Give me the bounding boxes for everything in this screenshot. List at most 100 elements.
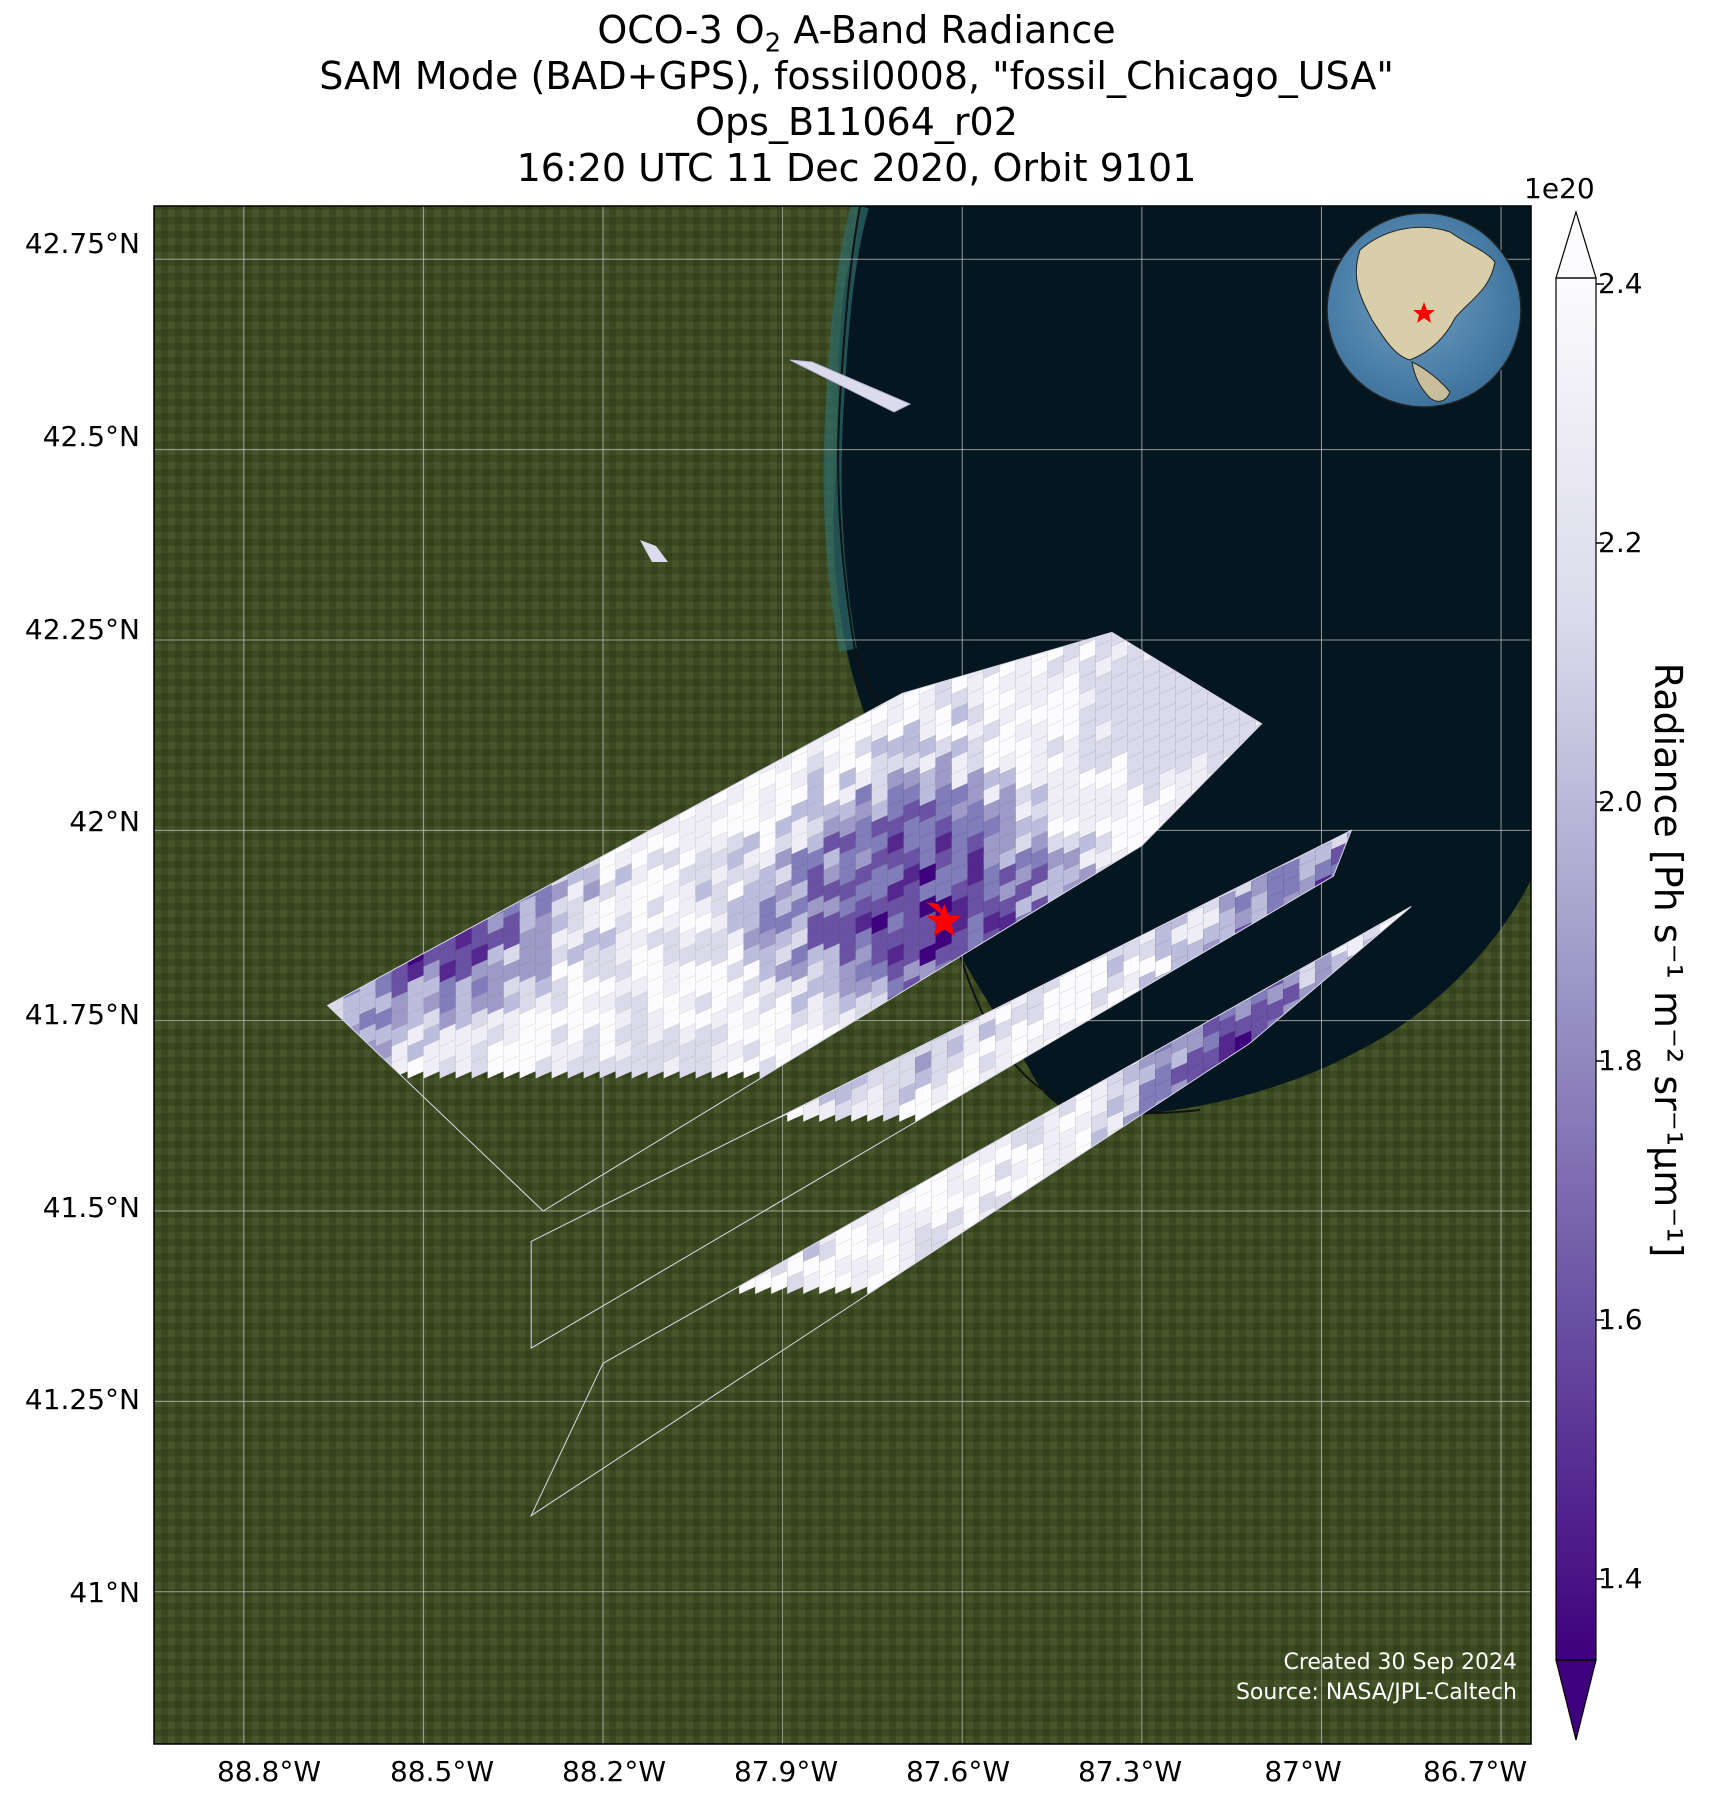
radiance-cell	[1127, 703, 1144, 727]
radiance-cell	[775, 895, 792, 919]
radiance-cell	[759, 879, 776, 903]
radiance-cell	[775, 991, 792, 1015]
radiance-cell	[1191, 751, 1208, 775]
radiance-cell	[599, 943, 616, 967]
radiance-cell	[935, 751, 952, 775]
radiance-cell	[663, 959, 680, 983]
radiance-cell	[1143, 687, 1160, 711]
radiance-cell	[871, 943, 888, 967]
radiance-cell	[887, 703, 904, 727]
radiance-cell	[487, 991, 504, 1015]
radiance-cell	[983, 767, 1000, 791]
radiance-cell	[951, 687, 968, 711]
radiance-cell	[1015, 783, 1032, 807]
radiance-cell	[871, 751, 888, 775]
radiance-cell	[1047, 815, 1064, 839]
radiance-cell	[1111, 735, 1128, 759]
radiance-cell	[1095, 735, 1112, 759]
radiance-cell	[1123, 938, 1140, 962]
radiance-cell	[1159, 767, 1176, 791]
radiance-cell	[695, 895, 712, 919]
radiance-cell	[455, 991, 472, 1015]
radiance-cell	[743, 1039, 760, 1063]
radiance-cell	[967, 847, 984, 871]
radiance-cell	[1143, 719, 1160, 743]
radiance-cell	[439, 991, 456, 1015]
radiance-cell	[871, 959, 888, 983]
radiance-cell	[1095, 639, 1112, 663]
radiance-cell	[1047, 751, 1064, 775]
radiance-cell	[983, 751, 1000, 775]
radiance-cell	[935, 767, 952, 791]
radiance-cell	[807, 751, 824, 775]
radiance-cell	[583, 1055, 600, 1079]
radiance-cell	[931, 1034, 948, 1058]
radiance-cell	[567, 1055, 584, 1079]
radiance-cell	[1143, 703, 1160, 727]
radiance-cell	[983, 863, 1000, 887]
radiance-cell	[535, 943, 552, 967]
radiance-cell	[935, 783, 952, 807]
radiance-cell	[359, 991, 376, 1015]
radiance-cell	[711, 943, 728, 967]
radiance-cell	[1015, 751, 1032, 775]
radiance-cell	[855, 895, 872, 919]
radiance-cell	[947, 1050, 964, 1074]
radiance-cell	[1047, 767, 1064, 791]
radiance-cell	[951, 783, 968, 807]
radiance-cell	[727, 863, 744, 887]
radiance-cell	[407, 1055, 424, 1079]
radiance-cell	[1207, 735, 1224, 759]
title-line-3: Ops_B11064_r02	[695, 100, 1018, 144]
radiance-cell	[983, 911, 1000, 935]
radiance-cell	[919, 799, 936, 823]
radiance-cell	[963, 1018, 980, 1042]
radiance-cell	[455, 1055, 472, 1079]
radiance-cell	[1251, 874, 1268, 898]
radiance-cell	[535, 911, 552, 935]
radiance-cell	[775, 767, 792, 791]
radiance-cell	[679, 991, 696, 1015]
radiance-cell	[1031, 703, 1048, 727]
radiance-cell	[1063, 831, 1080, 855]
radiance-cell	[935, 943, 952, 967]
radiance-cell	[935, 815, 952, 839]
radiance-cell	[663, 879, 680, 903]
radiance-cell	[487, 1055, 504, 1079]
radiance-cell	[599, 1007, 616, 1031]
radiance-cell	[855, 735, 872, 759]
radiance-cell	[599, 927, 616, 951]
radiance-cell	[727, 1023, 744, 1047]
radiance-cell	[791, 847, 808, 871]
radiance-cell	[551, 1007, 568, 1031]
radiance-cell	[903, 895, 920, 919]
radiance-cell	[791, 1023, 808, 1047]
radiance-cell	[631, 959, 648, 983]
radiance-cell	[615, 1055, 632, 1079]
radiance-cell	[983, 687, 1000, 711]
radiance-cell	[855, 863, 872, 887]
radiance-cell	[1107, 954, 1124, 978]
radiance-cell	[423, 1023, 440, 1047]
radiance-cell	[903, 687, 920, 711]
radiance-cell	[455, 1023, 472, 1047]
radiance-cell	[647, 1023, 664, 1047]
radiance-cell	[343, 991, 360, 1015]
radiance-cell	[519, 975, 536, 999]
radiance-cell	[839, 911, 856, 935]
radiance-cell	[599, 1055, 616, 1079]
radiance-cell	[983, 895, 1000, 919]
radiance-cell	[743, 911, 760, 935]
radiance-cell	[711, 1055, 728, 1079]
radiance-cell	[915, 1050, 932, 1074]
radiance-cell	[823, 751, 840, 775]
radiance-cell	[583, 943, 600, 967]
radiance-cell	[883, 1098, 900, 1122]
radiance-cell	[1203, 922, 1220, 946]
radiance-cell	[1095, 847, 1112, 871]
radiance-cell	[711, 911, 728, 935]
radiance-cell	[599, 959, 616, 983]
radiance-cell	[615, 991, 632, 1015]
radiance-cell	[743, 815, 760, 839]
radiance-cell	[679, 831, 696, 855]
